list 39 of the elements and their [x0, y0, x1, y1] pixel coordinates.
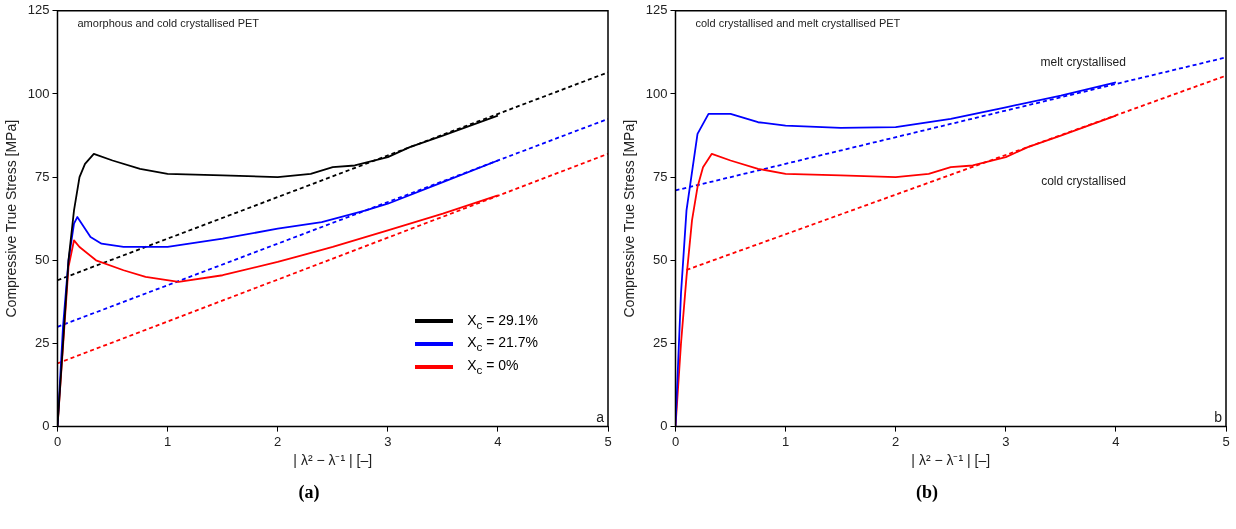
x-tick-label: 1 [781, 433, 790, 449]
text: (a) [297, 482, 321, 503]
y-tick-label: 25 [35, 335, 50, 351]
x-tick-label: 0 [671, 433, 680, 449]
annotation: cold crystallised and melt crystallised PET [695, 17, 901, 30]
legend-label: X$_{c}$ = 21.7% [466, 333, 538, 356]
legend-label: X$_{c}$ = 29.1% [466, 310, 538, 333]
x-tick-label: 4 [494, 433, 502, 449]
annotation: amorphous and cold crystallised PET [77, 17, 260, 30]
x-tick-label: 2 [892, 433, 900, 449]
x-axis-title: | λ² − λ⁻¹ | [–] [293, 452, 373, 469]
y-tick-label: 50 [653, 251, 668, 267]
text: cold crystallised [1041, 173, 1126, 188]
x-tick-label: 5 [604, 433, 612, 449]
y-tick-label: 75 [35, 168, 50, 184]
y-tick-label: 0 [42, 418, 50, 434]
x-tick-label: 3 [1002, 433, 1010, 449]
y-tick-label: 25 [653, 335, 668, 351]
text: (b) [915, 482, 939, 503]
y-axis-title: Compressive True Stress [MPa] [3, 119, 20, 318]
y-tick-label: 125 [645, 2, 668, 18]
y-tick-label: 75 [653, 168, 668, 184]
legend-label: X$_{c}$ = 0% [466, 356, 520, 378]
x-axis-title: | λ² − λ⁻¹ | [–] [911, 452, 991, 469]
y-tick-label: 125 [27, 2, 50, 18]
x-tick-label: 0 [53, 433, 62, 449]
x-tick-label: 1 [163, 433, 172, 449]
x-tick-label: 2 [274, 433, 282, 449]
x-tick-label: 5 [1222, 433, 1230, 449]
annotation: a [596, 409, 605, 426]
x-tick-label: 4 [1112, 433, 1120, 449]
x-tick-label: 3 [384, 433, 392, 449]
annotation: b [1214, 409, 1223, 426]
y-tick-label: 100 [27, 85, 50, 101]
y-tick-label: 0 [660, 418, 668, 434]
y-tick-label: 50 [35, 251, 50, 267]
y-tick-label: 100 [645, 85, 668, 101]
y-axis-title: Compressive True Stress [MPa] [621, 119, 638, 318]
series-label: melt crystallised [1040, 54, 1126, 69]
